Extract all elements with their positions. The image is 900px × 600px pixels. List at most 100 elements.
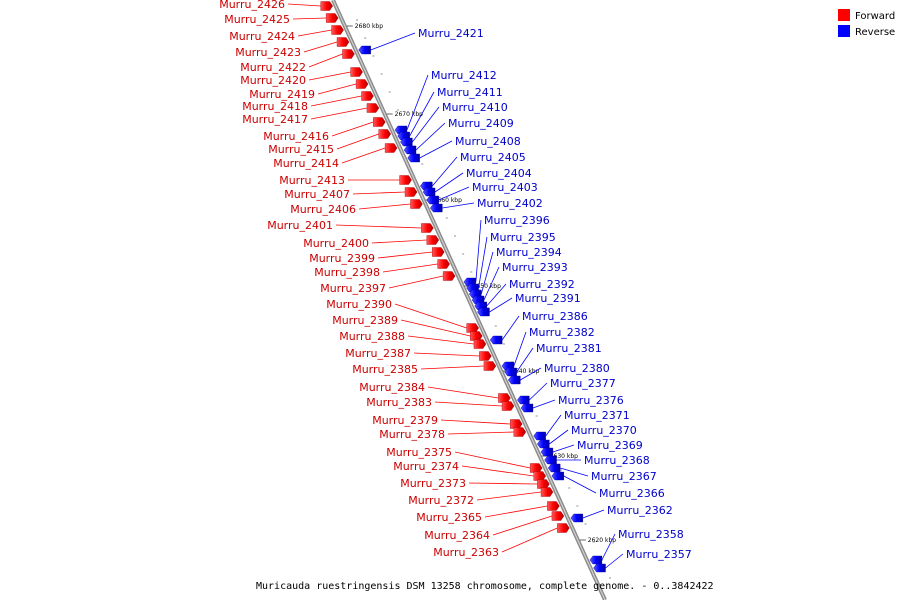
forward-gene-label[interactable]: Murru_2390 bbox=[326, 298, 392, 311]
reverse-gene-label[interactable]: Murru_2395 bbox=[490, 231, 556, 244]
forward-gene-mark[interactable] bbox=[466, 323, 479, 333]
forward-gene-label[interactable]: Murru_2378 bbox=[379, 428, 445, 441]
forward-gene-label[interactable]: Murru_2388 bbox=[339, 330, 405, 343]
reverse-gene-mark[interactable] bbox=[520, 403, 534, 413]
forward-gene-mark[interactable] bbox=[501, 401, 515, 411]
forward-gene-label[interactable]: Murru_2373 bbox=[400, 477, 466, 490]
forward-gene-label[interactable]: Murru_2424 bbox=[229, 30, 295, 43]
forward-gene-mark[interactable] bbox=[510, 419, 523, 429]
reverse-gene-mark[interactable] bbox=[426, 195, 439, 205]
reverse-gene-mark[interactable] bbox=[540, 447, 554, 457]
reverse-gene-label[interactable]: Murru_2408 bbox=[455, 135, 521, 148]
forward-gene-mark[interactable] bbox=[342, 49, 355, 59]
forward-gene-label[interactable]: Murru_2416 bbox=[263, 130, 329, 143]
forward-gene-label[interactable]: Murru_2400 bbox=[303, 237, 369, 250]
forward-gene-mark[interactable] bbox=[378, 129, 391, 139]
forward-gene-mark[interactable] bbox=[437, 259, 450, 269]
forward-gene-label[interactable]: Murru_2384 bbox=[359, 381, 425, 394]
forward-gene-label[interactable]: Murru_2379 bbox=[372, 414, 438, 427]
forward-gene-mark[interactable] bbox=[421, 223, 434, 233]
forward-gene-label[interactable]: Murru_2425 bbox=[224, 13, 290, 26]
forward-gene-label[interactable]: Murru_2414 bbox=[273, 157, 339, 170]
reverse-gene-mark[interactable] bbox=[403, 145, 417, 155]
forward-gene-label[interactable]: Murru_2364 bbox=[424, 529, 490, 542]
forward-gene-label[interactable]: Murru_2415 bbox=[268, 143, 334, 156]
forward-gene-mark[interactable] bbox=[399, 175, 412, 185]
forward-gene-label[interactable]: Murru_2397 bbox=[320, 282, 386, 295]
reverse-gene-label[interactable]: Murru_2377 bbox=[550, 377, 616, 390]
forward-gene-mark[interactable] bbox=[529, 463, 543, 473]
forward-gene-mark[interactable] bbox=[473, 339, 487, 349]
forward-gene-mark[interactable] bbox=[557, 523, 570, 533]
forward-gene-mark[interactable] bbox=[540, 487, 554, 497]
reverse-gene-mark[interactable] bbox=[533, 431, 546, 441]
forward-gene-label[interactable]: Murru_2383 bbox=[366, 396, 432, 409]
forward-gene-mark[interactable] bbox=[366, 103, 380, 113]
reverse-gene-label[interactable]: Murru_2366 bbox=[599, 487, 665, 500]
forward-gene-mark[interactable] bbox=[350, 67, 363, 77]
forward-gene-mark[interactable] bbox=[404, 187, 418, 197]
forward-gene-label[interactable]: Murru_2419 bbox=[249, 88, 315, 101]
reverse-gene-label[interactable]: Murru_2421 bbox=[418, 27, 484, 40]
reverse-gene-mark[interactable] bbox=[589, 555, 603, 565]
reverse-gene-label[interactable]: Murru_2405 bbox=[460, 151, 526, 164]
reverse-gene-label[interactable]: Murru_2392 bbox=[509, 278, 575, 291]
forward-gene-label[interactable]: Murru_2423 bbox=[235, 46, 301, 59]
forward-gene-label[interactable]: Murru_2413 bbox=[279, 174, 345, 187]
forward-gene-mark[interactable] bbox=[355, 79, 369, 89]
forward-gene-label[interactable]: Murru_2389 bbox=[332, 314, 398, 327]
reverse-gene-mark[interactable] bbox=[537, 439, 550, 449]
forward-gene-label[interactable]: Murru_2401 bbox=[267, 219, 333, 232]
forward-gene-label[interactable]: Murru_2375 bbox=[386, 446, 452, 459]
reverse-gene-label[interactable]: Murru_2369 bbox=[577, 439, 643, 452]
forward-gene-mark[interactable] bbox=[470, 331, 483, 341]
forward-gene-label[interactable]: Murru_2399 bbox=[309, 252, 375, 265]
reverse-gene-label[interactable]: Murru_2382 bbox=[529, 326, 595, 339]
forward-gene-mark[interactable] bbox=[498, 393, 511, 403]
reverse-gene-label[interactable]: Murru_2411 bbox=[437, 86, 503, 99]
forward-gene-label[interactable]: Murru_2363 bbox=[433, 546, 499, 559]
forward-gene-mark[interactable] bbox=[384, 143, 398, 153]
forward-gene-mark[interactable] bbox=[320, 1, 333, 11]
forward-gene-mark[interactable] bbox=[336, 37, 350, 47]
reverse-gene-label[interactable]: Murru_2403 bbox=[472, 181, 538, 194]
forward-gene-label[interactable]: Murru_2398 bbox=[314, 266, 380, 279]
reverse-gene-label[interactable]: Murru_2357 bbox=[626, 548, 692, 561]
reverse-gene-label[interactable]: Murru_2386 bbox=[522, 310, 588, 323]
reverse-gene-label[interactable]: Murru_2370 bbox=[571, 424, 637, 437]
forward-gene-label[interactable]: Murru_2422 bbox=[240, 61, 306, 74]
reverse-gene-label[interactable]: Murru_2381 bbox=[536, 342, 602, 355]
reverse-gene-label[interactable]: Murru_2404 bbox=[466, 167, 532, 180]
reverse-gene-label[interactable]: Murru_2368 bbox=[584, 454, 650, 467]
reverse-gene-label[interactable]: Murru_2391 bbox=[515, 292, 581, 305]
reverse-gene-label[interactable]: Murru_2412 bbox=[431, 69, 497, 82]
forward-gene-mark[interactable] bbox=[479, 351, 492, 361]
forward-gene-mark[interactable] bbox=[410, 199, 423, 209]
forward-gene-label[interactable]: Murru_2406 bbox=[290, 203, 356, 216]
forward-gene-label[interactable]: Murru_2387 bbox=[345, 347, 411, 360]
forward-gene-mark[interactable] bbox=[361, 91, 374, 101]
reverse-gene-label[interactable]: Murru_2367 bbox=[591, 470, 657, 483]
reverse-gene-mark[interactable] bbox=[517, 395, 530, 405]
reverse-gene-label[interactable]: Murru_2409 bbox=[448, 117, 514, 130]
forward-gene-mark[interactable] bbox=[325, 13, 339, 23]
forward-gene-mark[interactable] bbox=[513, 427, 527, 437]
forward-gene-label[interactable]: Murru_2365 bbox=[416, 511, 482, 524]
reverse-gene-mark[interactable] bbox=[430, 203, 443, 213]
reverse-gene-mark[interactable] bbox=[544, 455, 557, 465]
forward-gene-mark[interactable] bbox=[373, 117, 386, 127]
forward-gene-label[interactable]: Murru_2426 bbox=[219, 0, 285, 11]
reverse-gene-mark[interactable] bbox=[593, 563, 606, 573]
forward-gene-mark[interactable] bbox=[537, 479, 550, 489]
forward-gene-mark[interactable] bbox=[442, 271, 456, 281]
forward-gene-mark[interactable] bbox=[432, 247, 445, 257]
reverse-gene-label[interactable]: Murru_2393 bbox=[502, 261, 568, 274]
reverse-gene-label[interactable]: Murru_2410 bbox=[442, 101, 508, 114]
reverse-gene-mark[interactable] bbox=[358, 45, 371, 55]
forward-gene-label[interactable]: Murru_2417 bbox=[242, 113, 308, 126]
reverse-gene-mark[interactable] bbox=[489, 335, 503, 345]
forward-gene-label[interactable]: Murru_2385 bbox=[352, 363, 418, 376]
reverse-gene-mark[interactable] bbox=[547, 463, 561, 473]
reverse-gene-mark[interactable] bbox=[570, 513, 584, 523]
forward-gene-label[interactable]: Murru_2418 bbox=[242, 100, 308, 113]
